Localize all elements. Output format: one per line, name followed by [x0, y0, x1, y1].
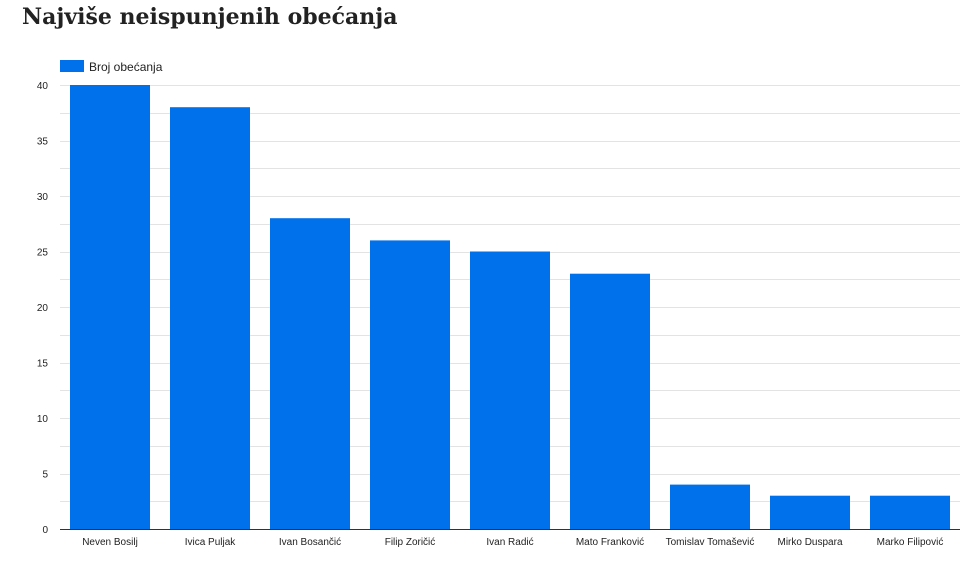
y-tick-label: 5 [42, 470, 48, 481]
y-tick-label: 15 [37, 359, 49, 370]
bar [670, 484, 750, 529]
x-tick-label: Filip Zoričić [385, 537, 436, 548]
y-tick-label: 30 [37, 192, 49, 203]
bar [70, 85, 150, 529]
y-tick-label: 20 [37, 303, 49, 314]
x-tick-label: Ivan Bosančić [279, 537, 341, 548]
bar [570, 273, 650, 529]
y-tick-label: 35 [37, 137, 49, 148]
x-tick-label: Neven Bosilj [82, 537, 138, 548]
x-tick-label: Mirko Duspara [777, 537, 842, 548]
y-tick-label: 40 [37, 81, 49, 92]
y-tick-label: 25 [37, 248, 49, 259]
legend: Broj obećanja [60, 60, 163, 74]
bars [70, 85, 950, 529]
page-title: Najviše neispunjenih obećanja [22, 4, 398, 30]
y-tick-label: 0 [42, 525, 48, 536]
bar [770, 495, 850, 529]
x-tick-label: Ivica Puljak [185, 537, 237, 548]
x-tick-label: Marko Filipović [877, 537, 944, 548]
bar [470, 251, 550, 529]
x-tick-label: Mato Franković [576, 537, 644, 548]
bar [270, 218, 350, 529]
x-tick-label: Tomislav Tomašević [666, 537, 755, 548]
y-axis-ticks: 0 5 10 15 20 25 30 35 40 [37, 81, 49, 536]
bar [870, 495, 950, 529]
bar [370, 240, 450, 529]
bar [170, 107, 250, 529]
legend-label: Broj obećanja [89, 60, 163, 74]
x-tick-label: Ivan Radić [486, 537, 533, 548]
y-tick-label: 10 [37, 414, 49, 425]
x-axis-ticks: Neven Bosilj Ivica Puljak Ivan Bosančić Fil… [82, 537, 943, 548]
legend-swatch [60, 60, 84, 72]
